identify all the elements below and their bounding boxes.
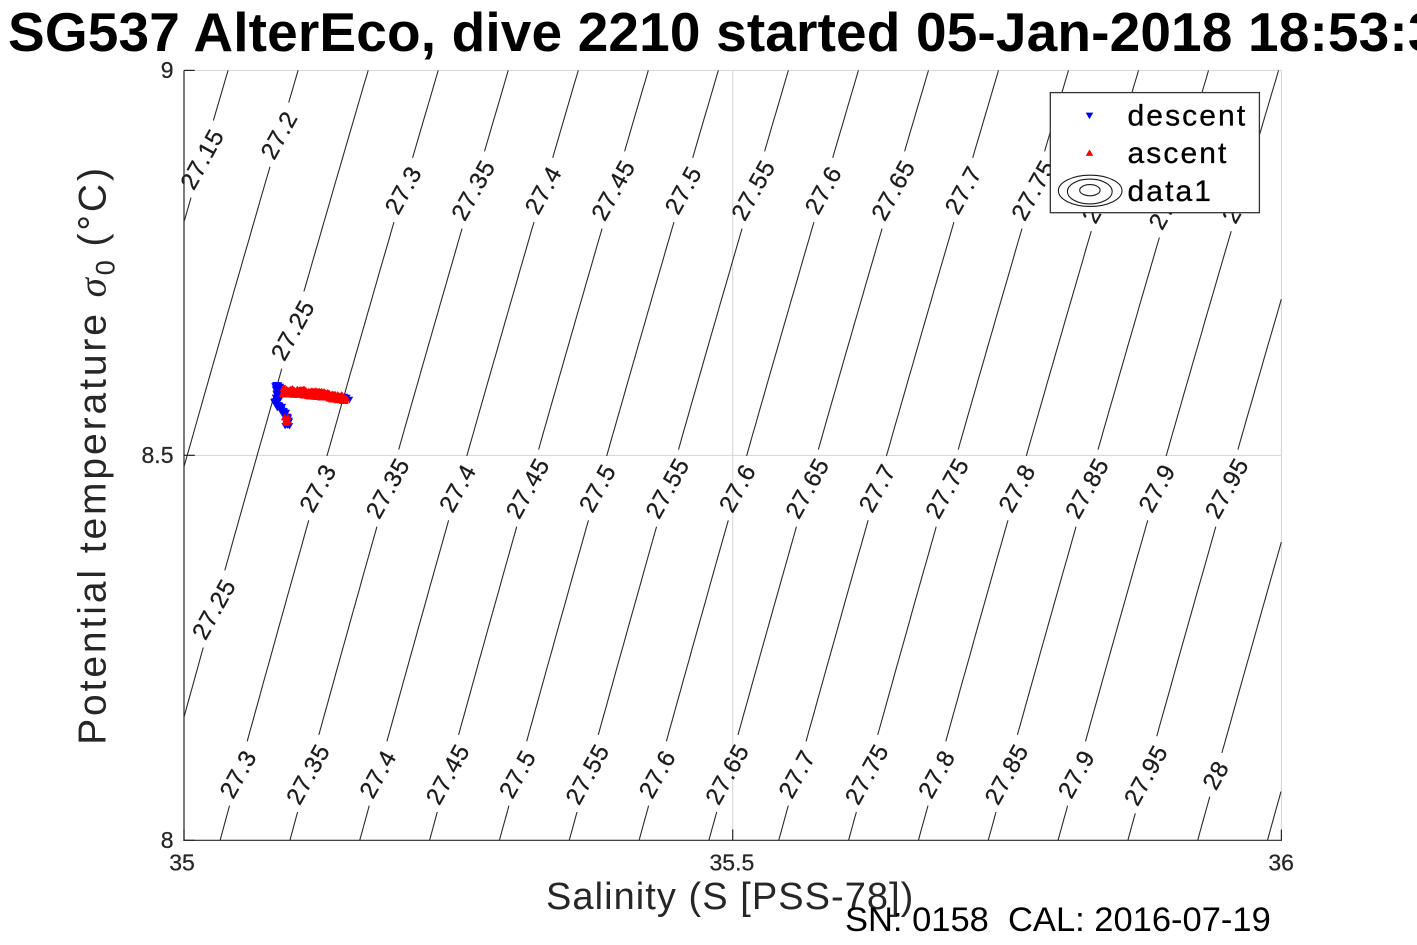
svg-text:9: 9 (161, 57, 174, 83)
svg-text:descent: descent (1128, 99, 1248, 132)
svg-text:35.5: 35.5 (710, 850, 755, 876)
svg-text:35: 35 (169, 850, 195, 876)
svg-text:ascent: ascent (1128, 137, 1229, 170)
svg-text:data1: data1 (1128, 175, 1214, 208)
svg-text:8.5: 8.5 (142, 442, 174, 468)
svg-text:36: 36 (1268, 850, 1294, 876)
svg-text:8: 8 (161, 827, 174, 853)
